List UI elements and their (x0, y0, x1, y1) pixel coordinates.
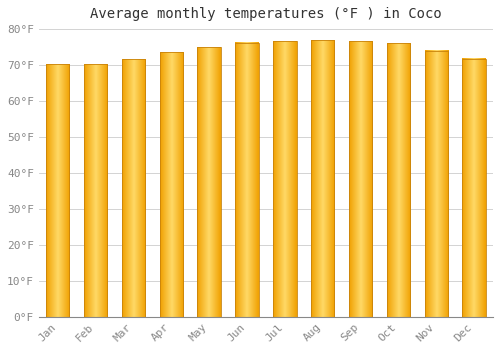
Title: Average monthly temperatures (°F ) in Coco: Average monthly temperatures (°F ) in Co… (90, 7, 442, 21)
Bar (311, 40, 334, 317)
Bar (198, 47, 221, 317)
Bar (386, 43, 410, 317)
Bar (122, 59, 145, 317)
Bar (46, 64, 70, 317)
Bar (424, 51, 448, 317)
Bar (349, 41, 372, 317)
Bar (84, 64, 108, 317)
Bar (236, 43, 258, 317)
Bar (160, 52, 183, 317)
Bar (273, 41, 296, 317)
Bar (462, 58, 486, 317)
